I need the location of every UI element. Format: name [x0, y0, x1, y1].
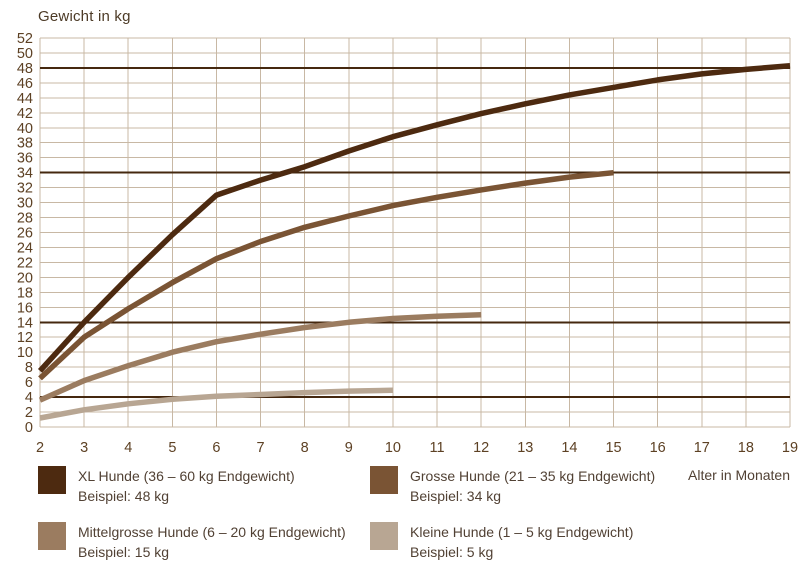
legend-example-mittelgrosse-hunde: Beispiel: 15 kg: [78, 544, 170, 560]
svg-text:13: 13: [517, 440, 533, 456]
svg-text:8: 8: [301, 440, 309, 456]
svg-text:44: 44: [17, 91, 33, 107]
svg-text:16: 16: [650, 440, 666, 456]
svg-text:52: 52: [17, 31, 33, 47]
svg-text:6: 6: [25, 375, 33, 391]
svg-text:17: 17: [694, 440, 710, 456]
svg-text:10: 10: [385, 440, 401, 456]
svg-text:15: 15: [605, 440, 621, 456]
svg-text:2: 2: [25, 405, 33, 421]
svg-text:8: 8: [25, 360, 33, 376]
svg-text:30: 30: [17, 196, 33, 212]
svg-text:7: 7: [257, 440, 265, 456]
legend-swatch-mittelgrosse-hunde: [38, 522, 66, 550]
legend-swatch-xl-hunde: [38, 466, 66, 494]
svg-text:10: 10: [17, 345, 33, 361]
svg-text:48: 48: [17, 61, 33, 77]
x-axis-title: Alter in Monaten: [688, 467, 790, 483]
legend-swatch-grosse-hunde: [370, 466, 398, 494]
svg-text:24: 24: [17, 240, 33, 256]
svg-text:36: 36: [17, 151, 33, 167]
svg-text:14: 14: [17, 315, 33, 331]
svg-text:22: 22: [17, 255, 33, 271]
legend-label-kleine-hunde: Kleine Hunde (1 – 5 kg Endgewicht): [410, 524, 634, 540]
svg-text:40: 40: [17, 121, 33, 137]
legend-item-xl-hunde: XL Hunde (36 – 60 kg Endgewicht) Beispie…: [38, 466, 370, 514]
svg-text:38: 38: [17, 136, 33, 152]
legend-example-grosse-hunde: Beispiel: 34 kg: [410, 488, 502, 504]
svg-text:20: 20: [17, 270, 33, 286]
svg-text:11: 11: [430, 440, 445, 456]
svg-text:4: 4: [25, 390, 33, 406]
legend-item-grosse-hunde: Grosse Hunde (21 – 35 kg Endgewicht) Bei…: [370, 466, 758, 514]
svg-text:4: 4: [124, 440, 132, 456]
svg-text:46: 46: [17, 76, 33, 92]
legend-label-xl-hunde: XL Hunde (36 – 60 kg Endgewicht): [78, 468, 295, 484]
svg-text:50: 50: [17, 46, 33, 62]
legend-item-kleine-hunde: Kleine Hunde (1 – 5 kg Endgewicht) Beisp…: [370, 522, 758, 561]
dog-growth-chart: 5250484644424038363432302826242220181614…: [17, 31, 798, 456]
svg-text:18: 18: [17, 285, 33, 301]
y-axis-title: Gewicht in kg: [38, 8, 131, 25]
svg-text:28: 28: [17, 211, 33, 227]
legend-example-xl-hunde: Beispiel: 48 kg: [78, 488, 170, 504]
svg-text:12: 12: [17, 330, 33, 346]
legend-example-kleine-hunde: Beispiel: 5 kg: [410, 544, 494, 560]
svg-text:19: 19: [782, 440, 798, 456]
svg-text:12: 12: [473, 440, 489, 456]
legend-item-mittelgrosse-hunde: Mittelgrosse Hunde (6 – 20 kg Endgewicht…: [38, 522, 370, 561]
svg-text:6: 6: [212, 440, 220, 456]
svg-text:34: 34: [17, 166, 33, 182]
svg-text:14: 14: [561, 440, 577, 456]
svg-text:32: 32: [17, 181, 33, 197]
svg-text:9: 9: [345, 440, 353, 456]
svg-text:5: 5: [168, 440, 176, 456]
svg-text:26: 26: [17, 226, 33, 242]
svg-text:2: 2: [36, 440, 44, 456]
legend-label-grosse-hunde: Grosse Hunde (21 – 35 kg Endgewicht): [410, 468, 656, 484]
svg-text:16: 16: [17, 300, 33, 316]
legend-swatch-kleine-hunde: [370, 522, 398, 550]
legend-label-mittelgrosse-hunde: Mittelgrosse Hunde (6 – 20 kg Endgewicht…: [78, 524, 346, 540]
svg-text:3: 3: [80, 440, 88, 456]
svg-text:42: 42: [17, 106, 33, 122]
svg-text:0: 0: [25, 420, 33, 436]
chart-legend: XL Hunde (36 – 60 kg Endgewicht) Beispie…: [38, 466, 758, 561]
svg-text:18: 18: [738, 440, 754, 456]
